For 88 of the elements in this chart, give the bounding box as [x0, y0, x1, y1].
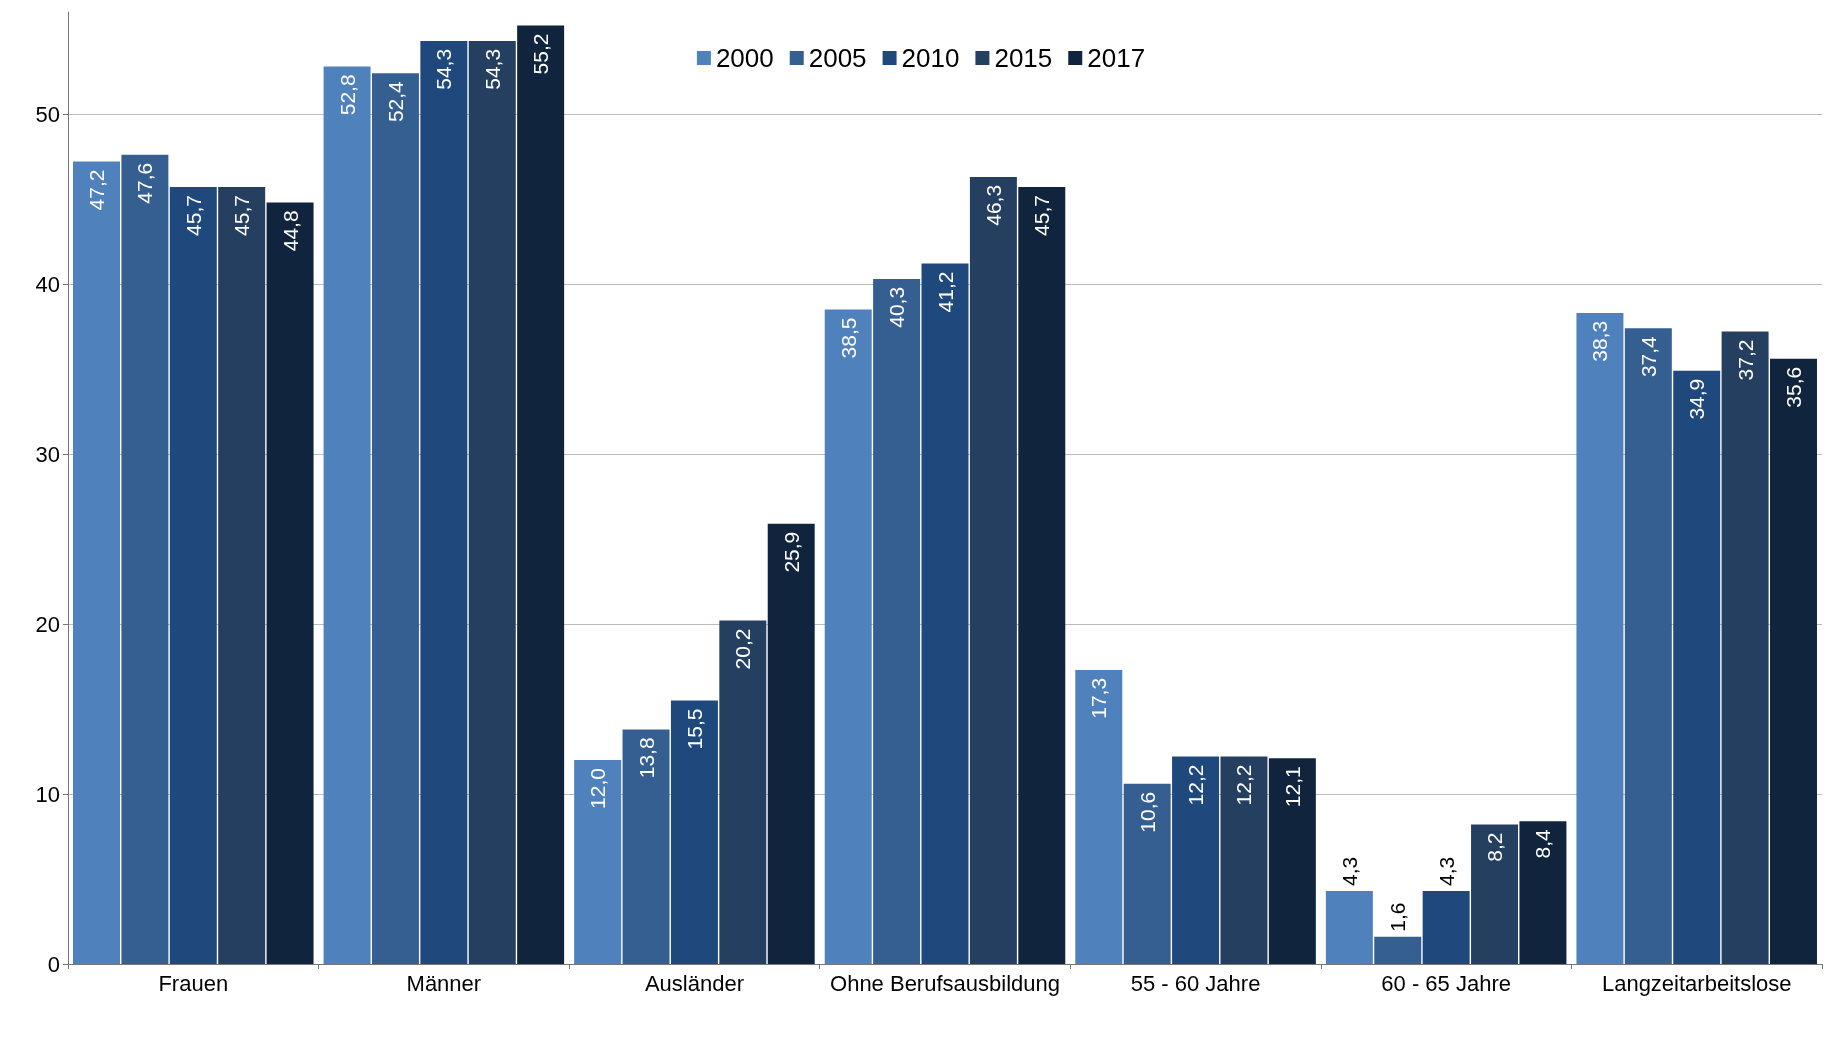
x-tick-label: Ausländer [644, 970, 744, 996]
bar [1721, 331, 1769, 964]
data-label: 47,6 [133, 162, 157, 204]
data-label: 54,3 [480, 48, 504, 90]
data-label: 12,2 [1232, 764, 1256, 806]
data-label: 52,4 [383, 80, 407, 123]
data-label: 10,6 [1135, 791, 1159, 833]
y-tick-label: 40 [35, 271, 60, 297]
data-label: 20,2 [731, 628, 755, 670]
bar [371, 73, 419, 964]
bar [1018, 187, 1066, 964]
bar [719, 620, 767, 964]
data-label: 15,5 [682, 708, 706, 750]
data-label: 40,3 [885, 286, 909, 328]
bar [1673, 370, 1721, 964]
bar [969, 176, 1017, 964]
x-tick-label: Ohne Berufsausbildung [830, 970, 1060, 996]
legend-label: 2005 [808, 43, 867, 73]
data-label: 35,6 [1782, 366, 1805, 408]
data-label: 12,1 [1280, 766, 1304, 808]
bar [1075, 669, 1123, 964]
bar [218, 187, 266, 964]
data-label: 52,8 [335, 74, 359, 116]
data-label: 45,7 [181, 195, 205, 236]
data-label: 17,3 [1087, 677, 1111, 719]
bar [323, 66, 371, 964]
data-label: 47,2 [85, 169, 108, 211]
data-label: 45,7 [230, 195, 254, 236]
data-label: 12,2 [1184, 764, 1208, 806]
bar [1770, 358, 1817, 964]
bar [1576, 312, 1624, 964]
data-label: 45,7 [1030, 195, 1054, 236]
data-label: 4,3 [1434, 856, 1458, 886]
bar [574, 760, 622, 964]
data-label: 13,8 [634, 737, 658, 779]
data-label: 44,8 [278, 210, 302, 252]
bar [1519, 821, 1567, 964]
bar [873, 278, 921, 964]
bar [1123, 783, 1171, 964]
bar [73, 161, 120, 964]
data-label: 8,2 [1483, 832, 1507, 862]
bar [121, 154, 169, 964]
bar [622, 729, 670, 964]
bar [266, 202, 314, 964]
data-label: 4,3 [1337, 856, 1361, 886]
bar [420, 40, 468, 964]
bar [1471, 824, 1519, 964]
bar [921, 263, 969, 964]
y-tick-label: 20 [35, 611, 60, 637]
legend-label: 2000 [715, 43, 774, 73]
data-label: 12,0 [586, 768, 610, 809]
data-label: 38,5 [836, 317, 860, 359]
bar [169, 187, 217, 964]
bar [517, 25, 565, 964]
bar [767, 523, 815, 964]
x-tick-label: Langzeitarbeitslose [1601, 970, 1792, 996]
y-tick-label: 0 [47, 951, 60, 977]
data-label: 46,3 [981, 184, 1005, 226]
y-tick-label: 30 [35, 441, 60, 467]
legend-label: 2010 [901, 43, 960, 73]
data-label: 8,4 [1531, 828, 1555, 859]
data-label: 37,2 [1733, 339, 1757, 381]
bar [1172, 756, 1220, 964]
bar [1624, 328, 1672, 964]
x-tick-label: Frauen [158, 970, 229, 996]
x-tick-label: 60 - 65 Jahre [1381, 970, 1511, 996]
bar [1374, 936, 1422, 964]
bar [1325, 890, 1373, 964]
data-label: 25,9 [779, 531, 803, 573]
data-label: 38,3 [1588, 320, 1612, 362]
bar [1220, 756, 1268, 964]
bar [1268, 758, 1316, 964]
data-label: 54,3 [432, 48, 456, 90]
bar [468, 40, 516, 964]
y-tick-label: 10 [35, 781, 60, 807]
data-label: 55,2 [529, 33, 553, 75]
bar [670, 700, 718, 964]
legend-label: 2017 [1087, 43, 1146, 73]
data-label: 37,4 [1636, 335, 1660, 378]
x-tick-label: 55 - 60 Jahre [1130, 970, 1261, 996]
y-tick-label: 50 [35, 101, 60, 127]
bar [1422, 890, 1470, 964]
data-label: 1,6 [1386, 902, 1410, 932]
bar [824, 309, 872, 964]
x-tick-label: Männer [406, 970, 482, 996]
legend-label: 2015 [994, 43, 1053, 73]
data-label: 41,2 [933, 271, 957, 313]
data-label: 34,9 [1685, 378, 1709, 420]
